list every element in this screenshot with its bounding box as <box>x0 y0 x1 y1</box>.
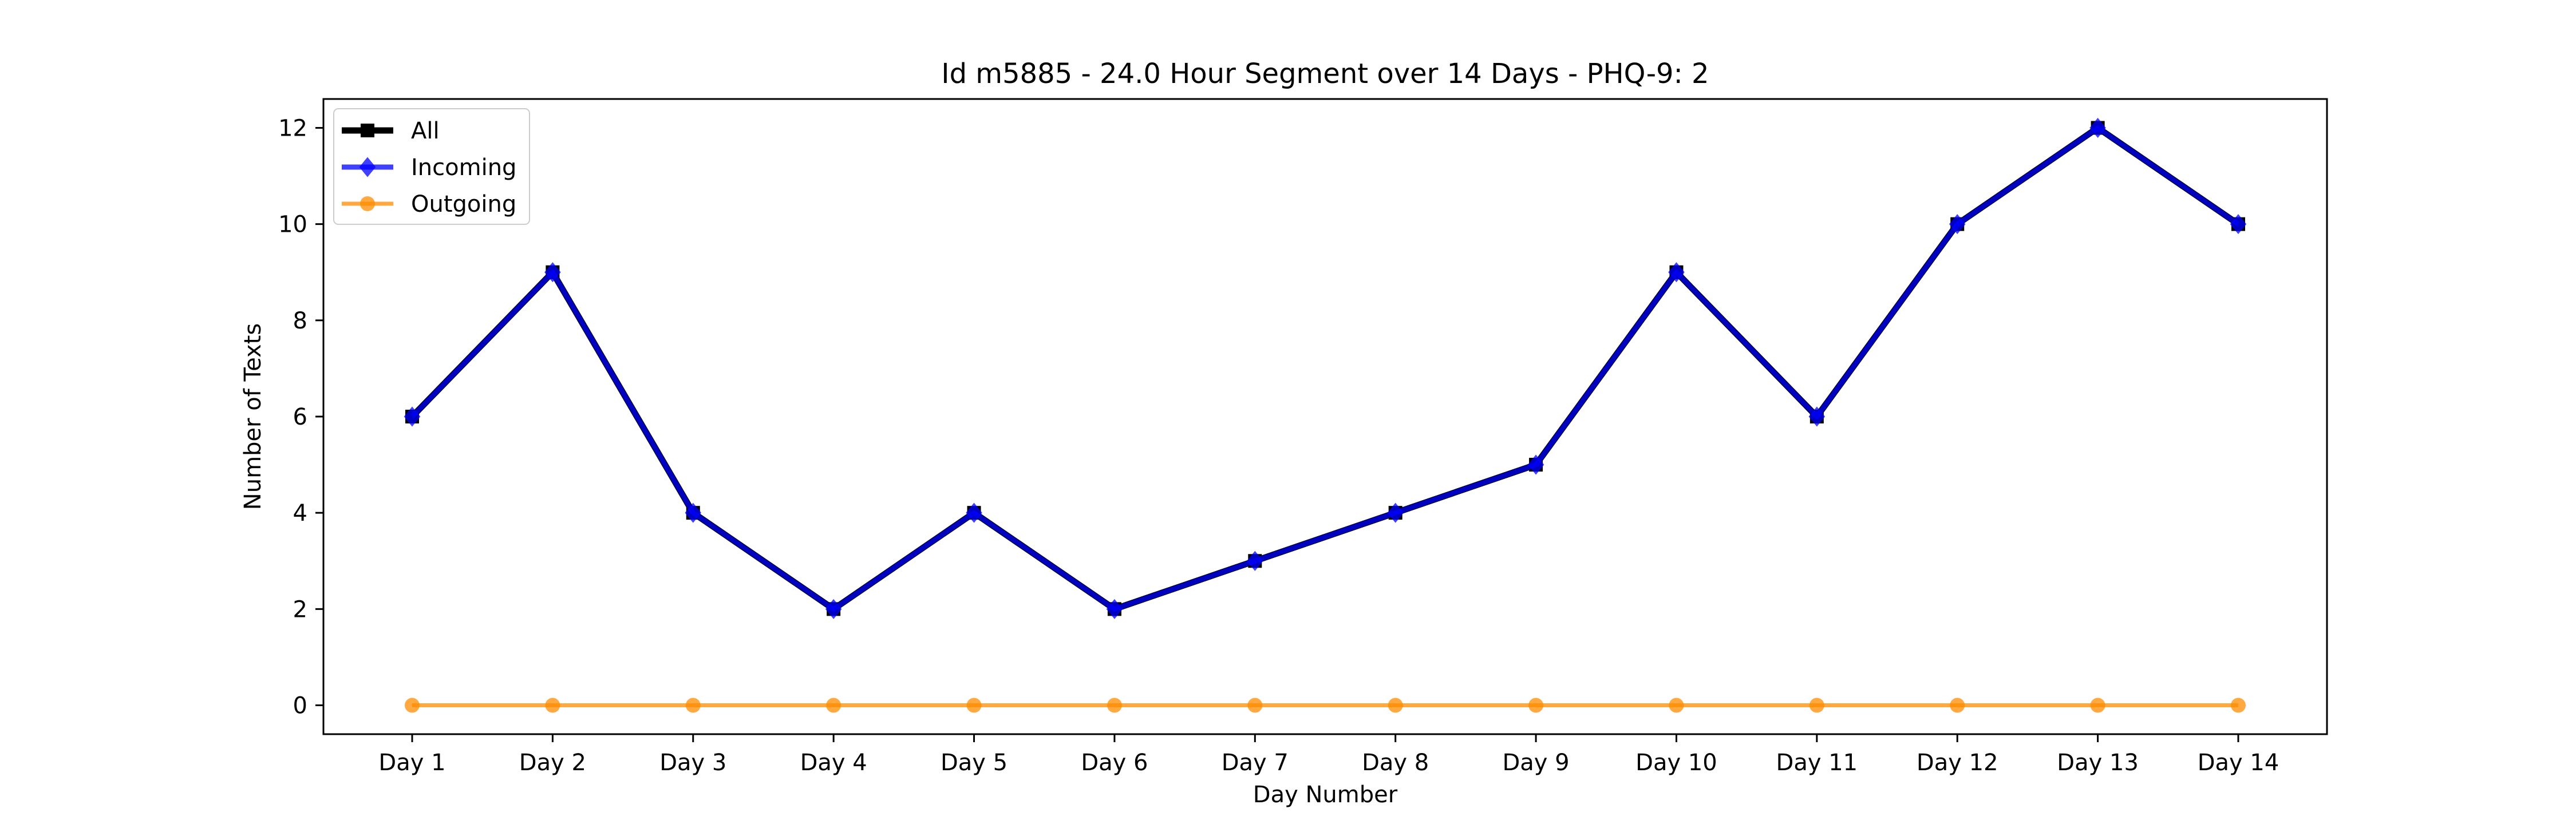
data-point-outgoing <box>826 698 841 713</box>
data-point-outgoing <box>966 698 982 713</box>
data-point-incoming <box>825 599 842 619</box>
legend-marker-outgoing <box>360 196 375 211</box>
legend: All Incoming Outgoing <box>333 108 530 225</box>
data-point-incoming <box>1668 262 1685 283</box>
y-tick-label: 2 <box>293 596 307 623</box>
x-tick-label: Day 8 <box>1362 750 1429 776</box>
data-point-incoming <box>544 262 561 283</box>
series-outgoing <box>405 698 2246 713</box>
data-point-outgoing <box>1247 698 1263 713</box>
x-tick-label: Day 4 <box>800 750 867 776</box>
x-tick-label: Day 6 <box>1081 750 1148 776</box>
legend-label-outgoing: Outgoing <box>411 191 516 217</box>
x-tick-label: Day 14 <box>2198 750 2279 776</box>
legend-item-incoming: Incoming <box>342 154 516 181</box>
y-axis: 0 2 4 6 8 10 12 <box>278 115 323 719</box>
plot-area <box>404 117 2247 713</box>
data-point-incoming <box>1949 214 1966 235</box>
series-line-incoming <box>410 125 2240 612</box>
x-tick-label: Day 12 <box>1917 750 1998 776</box>
series-incoming <box>404 117 2247 619</box>
x-tick-label: Day 1 <box>378 750 445 776</box>
legend-label-all: All <box>411 118 440 144</box>
legend-box <box>333 108 530 225</box>
data-point-incoming <box>966 502 982 523</box>
x-tick-label: Day 7 <box>1222 750 1289 776</box>
y-tick-label: 8 <box>293 308 307 334</box>
x-axis-title: Day Number <box>1253 782 1398 808</box>
data-point-incoming <box>404 406 421 427</box>
data-point-outgoing <box>2090 698 2105 713</box>
data-point-outgoing <box>685 698 701 713</box>
x-tick-label: Day 10 <box>1635 750 1717 776</box>
data-point-incoming <box>1387 502 1404 523</box>
data-point-outgoing <box>2231 698 2246 713</box>
x-tick-label: Day 13 <box>2057 750 2139 776</box>
legend-item-outgoing: Outgoing <box>342 191 516 217</box>
y-axis-title: Number of Texts <box>240 323 266 510</box>
data-point-outgoing <box>1107 698 1122 713</box>
data-point-outgoing <box>1388 698 1403 713</box>
y-tick-label: 12 <box>278 115 307 141</box>
legend-label-incoming: Incoming <box>411 154 516 181</box>
data-point-incoming <box>1527 454 1544 475</box>
x-tick-label: Day 9 <box>1502 750 1569 776</box>
legend-marker-all <box>361 124 374 137</box>
data-point-outgoing <box>1669 698 1684 713</box>
y-tick-label: 6 <box>293 404 307 430</box>
y-tick-label: 0 <box>293 693 307 719</box>
data-point-outgoing <box>1950 698 1965 713</box>
y-tick-label: 10 <box>278 212 307 238</box>
y-tick-label: 4 <box>293 500 307 526</box>
chart-title: Id m5885 - 24.0 Hour Segment over 14 Day… <box>941 58 1709 90</box>
data-point-outgoing <box>545 698 560 713</box>
x-tick-label: Day 3 <box>659 750 726 776</box>
data-point-outgoing <box>1809 698 1824 713</box>
data-point-outgoing <box>1528 698 1544 713</box>
legend-marker-incoming <box>359 157 376 177</box>
legend-item-all: All <box>342 118 440 144</box>
x-tick-label: Day 2 <box>519 750 586 776</box>
x-axis: Day 1 Day 2 Day 3 Day 4 Day 5 Day 6 Day 7 Day 8… <box>378 734 2279 776</box>
x-tick-label: Day 11 <box>1776 750 1858 776</box>
data-point-incoming <box>1106 599 1123 619</box>
data-point-incoming <box>2089 117 2106 138</box>
data-point-incoming <box>1247 550 1263 571</box>
data-point-incoming <box>2230 214 2247 235</box>
data-point-incoming <box>685 502 702 523</box>
x-tick-label: Day 5 <box>941 750 1008 776</box>
data-point-incoming <box>1808 406 1826 427</box>
data-point-outgoing <box>405 698 420 713</box>
